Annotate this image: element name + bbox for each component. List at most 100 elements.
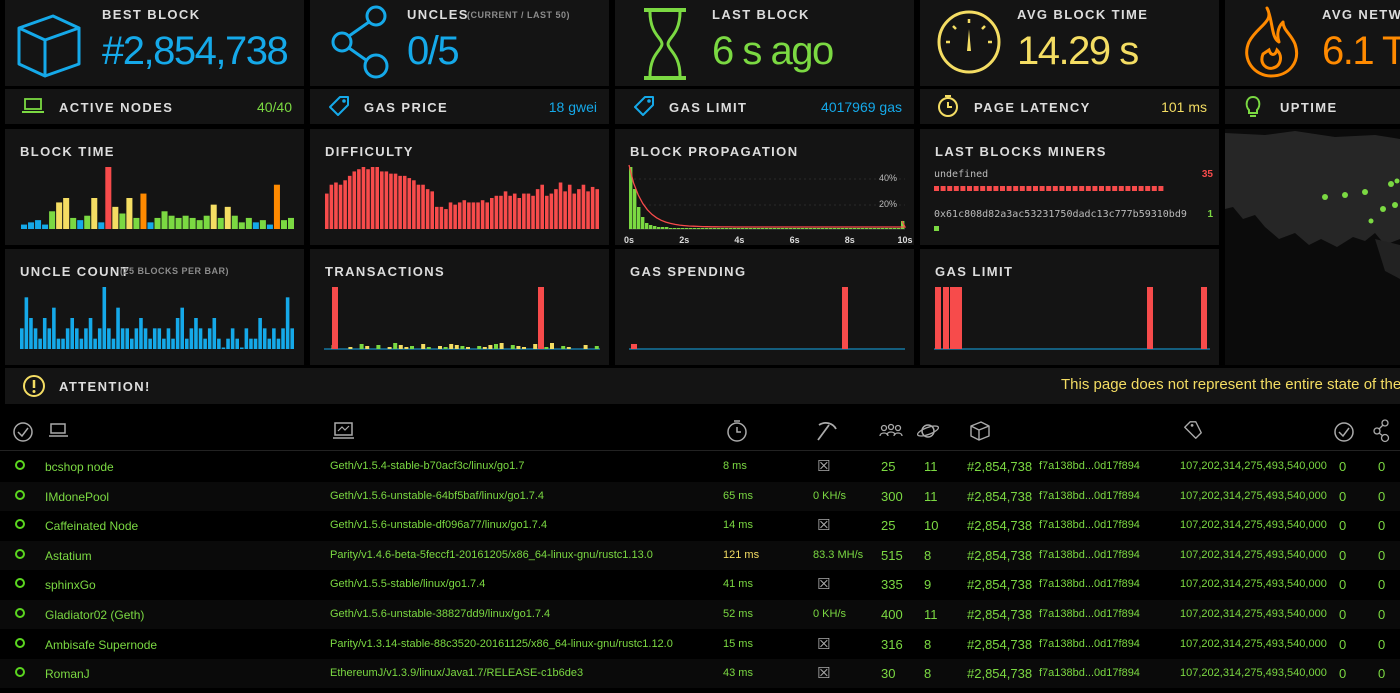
chart-bar <box>829 228 833 229</box>
chart-bar <box>380 171 384 229</box>
node-name[interactable]: sphinxGo <box>45 578 96 593</box>
chart-bar <box>407 178 412 229</box>
node-name[interactable]: RomanJ <box>45 667 90 682</box>
tag-icon[interactable] <box>1182 419 1204 441</box>
chart-bar <box>70 217 77 229</box>
table-row[interactable]: Gladiator02 (Geth) Geth/v1.5.6-unstable-… <box>0 600 1400 629</box>
chart-bar <box>857 228 861 229</box>
peers-icon[interactable] <box>879 423 903 439</box>
attention-message: This page does not represent the entire … <box>1061 376 1400 393</box>
gas-spending-chart <box>629 287 905 350</box>
miner-block <box>1105 186 1111 191</box>
not-mining-icon: ☒ <box>817 576 831 594</box>
miner-block <box>973 186 979 191</box>
node-peers: 300 <box>881 488 903 504</box>
chart-bar <box>572 193 577 229</box>
miner-blocks-bar <box>934 186 1164 231</box>
node-name[interactable]: IMdonePool <box>45 489 110 504</box>
chart-bar <box>287 217 294 229</box>
chart-bar <box>865 228 869 229</box>
chart-bar <box>550 343 554 349</box>
chart-block-propagation: BLOCK PROPAGATION 40% 20% 0s 2s 4s 6s 8s 10s <box>615 129 914 245</box>
table-row[interactable]: RomanJ EthereumJ/v1.3.9/linux/Java1.7/RE… <box>0 659 1400 689</box>
terminal-icon[interactable] <box>333 421 355 441</box>
chart-bar <box>444 209 448 229</box>
miner-block <box>940 186 946 191</box>
chart-title: UNCLE COUNT <box>20 264 131 279</box>
node-block: #2,854,738 <box>967 577 1033 593</box>
node-pending: 11 <box>924 607 938 622</box>
chart-bar <box>594 346 599 349</box>
node-uncles: 0 <box>1378 459 1386 474</box>
chart-bar <box>175 217 182 229</box>
table-row[interactable]: Astatium Parity/v1.4.6-beta-5feccf1-2016… <box>0 540 1400 570</box>
stat-avg-network-hashrate: AVG NETWO 6.1 Th <box>1225 0 1400 86</box>
chart-bar <box>35 220 42 229</box>
node-name[interactable]: Ambisafe Supernode <box>45 637 158 652</box>
table-row[interactable]: Ambisafe Supernode Parity/v1.3.14-stable… <box>0 629 1400 659</box>
chart-bar <box>549 193 554 229</box>
check-circle-icon[interactable] <box>1333 421 1355 443</box>
chart-bar <box>661 227 665 229</box>
chart-bar <box>449 344 454 349</box>
chart-bar <box>38 338 42 349</box>
chart-bar <box>162 338 166 349</box>
laptop-icon[interactable] <box>48 422 70 440</box>
node-uncles: 0 <box>1378 488 1386 504</box>
chart-bar <box>366 169 370 229</box>
chart-bar <box>567 184 572 229</box>
chart-bar <box>853 228 857 229</box>
chart-bar <box>272 328 276 349</box>
chart-bar <box>817 228 821 229</box>
chart-bar <box>769 228 773 229</box>
stat-best-block: BEST BLOCK #2,854,738 <box>5 0 304 86</box>
uncles-icon[interactable] <box>1372 419 1392 443</box>
node-peers: 30 <box>881 666 896 682</box>
pickaxe-icon[interactable] <box>815 419 839 443</box>
cube-icon[interactable] <box>969 420 991 442</box>
chart-bar <box>389 173 393 229</box>
node-name[interactable]: Gladiator02 (Geth) <box>45 608 145 622</box>
node-name[interactable]: bcshop node <box>45 460 114 474</box>
table-row[interactable]: Caffeinated Node Geth/v1.5.6-unstable-df… <box>0 511 1400 541</box>
chart-bar <box>370 167 375 229</box>
timer-icon[interactable] <box>725 419 749 443</box>
stat-value: #2,854,738 <box>102 29 289 73</box>
node-block-hash: f7a138bd...0d17f894 <box>1039 489 1140 502</box>
stat-label: UNCLES <box>407 7 469 22</box>
chart-bar <box>161 211 168 229</box>
miner-block <box>947 186 953 191</box>
chart-bar <box>52 307 56 349</box>
chart-x-tick: 6s <box>790 235 800 245</box>
chart-block-time: BLOCK TIME <box>5 129 304 245</box>
hourglass-icon <box>644 8 686 80</box>
uncle-count-chart <box>20 287 294 349</box>
node-block: #2,854,738 <box>967 518 1033 534</box>
chart-bar <box>175 318 180 349</box>
node-name[interactable]: Caffeinated Node <box>45 519 139 534</box>
node-client: Geth/v1.5.5-stable/linux/go1.7.4 <box>330 578 486 591</box>
table-row[interactable]: IMdonePool Geth/v1.5.6-unstable-64bf5baf… <box>0 481 1400 511</box>
table-row[interactable]: sphinxGo Geth/v1.5.5-stable/linux/go1.7.… <box>0 570 1400 600</box>
chart-bar <box>152 328 157 349</box>
chart-bar <box>33 328 38 349</box>
node-tx: 0 <box>1339 547 1347 563</box>
small-stat-value: 101 ms <box>1161 99 1207 115</box>
chart-bar <box>29 318 33 349</box>
miner-block <box>1079 186 1085 191</box>
chart-bar <box>522 193 526 229</box>
chart-bar <box>665 227 669 229</box>
miner-block <box>1125 186 1131 191</box>
node-hashrate: 0 KH/s <box>813 608 847 620</box>
chart-bar <box>629 167 633 229</box>
node-name[interactable]: Astatium <box>45 548 92 563</box>
chart-bar <box>897 228 901 229</box>
planet-icon[interactable] <box>916 421 940 441</box>
small-stat-label: GAS PRICE <box>364 100 449 115</box>
table-row[interactable]: bcshop node Geth/v1.5.4-stable-b70acf3c/… <box>0 452 1400 481</box>
chart-sublabel: (25 BLOCKS PER BAR) <box>120 266 230 276</box>
node-latency: 121 ms <box>723 548 760 561</box>
chart-bar <box>412 180 416 229</box>
check-circle-icon[interactable] <box>12 421 34 443</box>
node-uncles: 0 <box>1378 636 1386 652</box>
